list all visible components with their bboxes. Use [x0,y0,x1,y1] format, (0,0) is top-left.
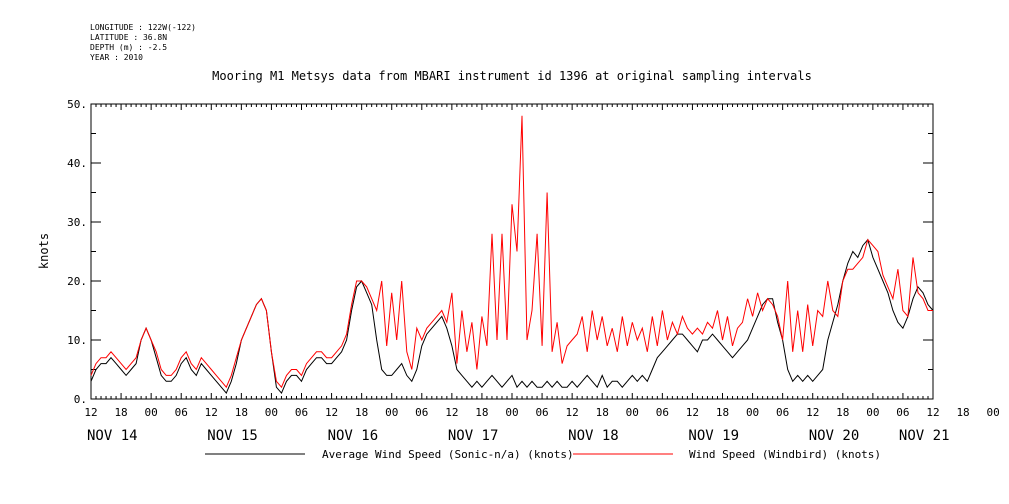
x-tick-label: 18 [956,406,969,419]
x-tick-label: 18 [596,406,609,419]
x-tick-label: 12 [926,406,939,419]
x-date-label: NOV 15 [207,428,258,444]
x-date-label: NOV 16 [328,428,379,444]
legend-label-windbird: Wind Speed (Windbird) (knots) [689,448,881,461]
y-tick-label: 20. [67,275,87,288]
meta-year: YEAR : 2010 [90,53,143,62]
x-tick-label: 12 [806,406,819,419]
meta-longitude: LONGITUDE : 122W(-122) [90,23,196,32]
x-tick-label: 00 [626,406,639,419]
legend-label-average-wind: Average Wind Speed (Sonic-n/a) (knots) [322,448,574,461]
plot-frame [90,103,934,400]
y-tick-label: 40. [67,157,87,170]
series-layer [90,115,934,395]
x-date-label: NOV 18 [568,428,619,444]
x-tick-label: 12 [686,406,699,419]
y-axis-label: knots [37,233,51,269]
x-tick-label: 18 [836,406,849,419]
x-tick-label: 06 [295,406,308,419]
axes-layer: 12 18 00 06 12 18 00 06 12 18 00 06 12 18 00 06 12 18 00 06… [67,98,1000,444]
x-tick-label: 06 [896,406,909,419]
x-date-label: NOV 21 [899,428,950,444]
x-date-label: NOV 19 [688,428,739,444]
x-tick-label: 00 [265,406,278,419]
series-line-average-wind [90,238,934,395]
meta-depth: DEPTH (m) : -2.5 [90,43,167,52]
y-tick-label: 10. [67,334,87,347]
x-tick-label: 18 [355,406,368,419]
x-date-label: NOV 14 [87,428,138,444]
y-tick-label: 0. [74,393,87,406]
x-tick-label: 12 [84,406,97,419]
x-tick-label: 00 [746,406,759,419]
meta-latitude: LATITUDE : 36.8N [90,33,167,42]
x-tick-label: 00 [145,406,158,419]
x-tick-label: 06 [776,406,789,419]
x-tick-label: 00 [866,406,879,419]
x-tick-label: 18 [716,406,729,419]
x-tick-label: 18 [114,406,127,419]
x-tick-label: 06 [535,406,548,419]
series-line-windbird [90,115,933,389]
x-date-label: NOV 20 [809,428,860,444]
x-tick-label: 12 [205,406,218,419]
x-tick-label: 12 [566,406,579,419]
chart-title: Mooring M1 Metsys data from MBARI instru… [212,69,812,83]
x-tick-label: 00 [385,406,398,419]
x-tick-label: 00 [505,406,518,419]
x-tick-label: 06 [415,406,428,419]
x-tick-label: 06 [656,406,669,419]
y-tick-label: 50. [67,98,87,111]
y-tick-label: 30. [67,216,87,229]
x-tick-label: 12 [445,406,458,419]
x-tick-label: 18 [235,406,248,419]
x-tick-label: 12 [325,406,338,419]
x-tick-label: 18 [475,406,488,419]
x-tick-label: 06 [175,406,188,419]
x-tick-label: 00 [987,406,1000,419]
x-date-label: NOV 17 [448,428,499,444]
